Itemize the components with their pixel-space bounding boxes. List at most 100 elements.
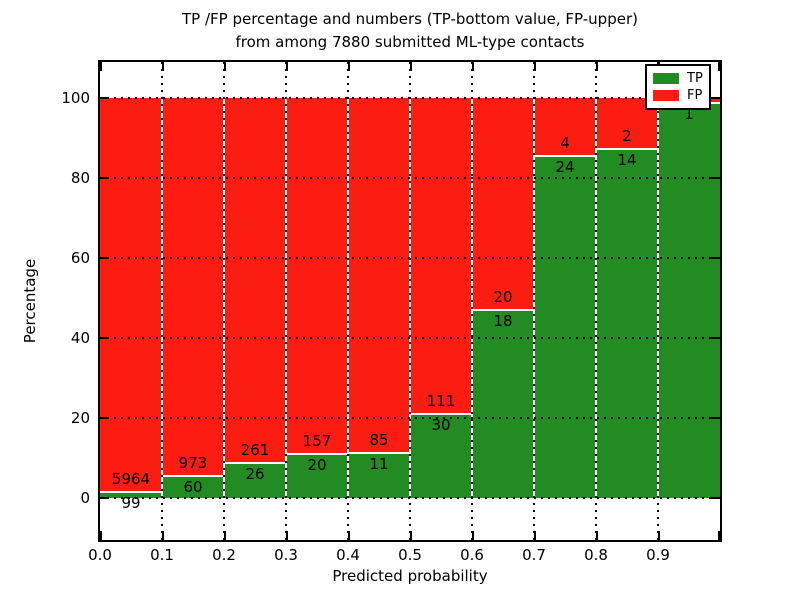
tp-count-label: 24 — [555, 158, 575, 177]
x-tick-label: 0.3 — [274, 546, 298, 564]
x-tick-mark — [100, 531, 102, 540]
tp-count-label: 14 — [617, 151, 637, 169]
gridline-vertical — [657, 62, 659, 540]
y-axis-label: Percentage — [21, 258, 39, 344]
x-tick-label: 0.5 — [398, 546, 422, 564]
x-tick-mark — [224, 531, 226, 540]
bar-segment-tp — [658, 102, 720, 498]
y-tick-label: 80 — [70, 169, 90, 187]
x-tick-mark — [718, 531, 720, 540]
legend-label-fp: FP — [687, 88, 703, 103]
bar-segment-tp — [596, 148, 658, 498]
fp-count-label: 4 — [560, 134, 570, 153]
x-tick-label: 0.6 — [460, 546, 484, 564]
legend-item-fp: FP — [653, 89, 703, 102]
bar-segment-fp — [348, 98, 410, 453]
y-tick-mark — [100, 497, 109, 499]
tp-swatch — [653, 73, 679, 84]
fp-swatch — [653, 90, 679, 101]
gridline-vertical — [347, 62, 349, 540]
x-tick-label: 0.2 — [212, 546, 236, 564]
gridline-vertical — [161, 62, 163, 540]
tp-count-label: 20 — [307, 455, 327, 474]
legend-label-tp: TP — [687, 71, 703, 86]
y-tick-label: 60 — [70, 249, 90, 267]
x-tick-mark — [348, 62, 350, 71]
x-tick-label: 0.4 — [336, 546, 360, 564]
tp-count-label: 30 — [431, 415, 451, 434]
fp-count-label: 111 — [426, 391, 456, 410]
gridline-vertical — [285, 62, 287, 540]
gridline-vertical — [533, 62, 535, 540]
bar-segment-tp — [286, 452, 348, 498]
bar-segment-tp — [162, 474, 224, 498]
x-tick-mark — [286, 531, 288, 540]
x-tick-mark — [534, 531, 536, 540]
fp-count-label: 973 — [178, 453, 208, 472]
x-tick-label: 0.1 — [150, 546, 174, 564]
fp-count-label: 2 — [622, 127, 632, 145]
y-tick-label: 100 — [61, 89, 90, 107]
legend-item-tp: TP — [653, 72, 703, 85]
x-tick-mark — [718, 62, 720, 71]
chart-title: TP /FP percentage and numbers (TP-bottom… — [100, 8, 720, 54]
bar-segment-tp — [410, 412, 472, 498]
x-tick-mark — [286, 62, 288, 71]
tp-count-label: 99 — [121, 494, 141, 513]
legend: TP FP — [645, 64, 711, 110]
y-tick-mark — [711, 177, 720, 179]
x-tick-label: 0.0 — [88, 546, 112, 564]
x-tick-mark — [596, 62, 598, 71]
chart-title-line1: TP /FP percentage and numbers (TP-bottom… — [182, 10, 638, 28]
y-tick-label: 40 — [70, 329, 90, 347]
y-tick-mark — [100, 257, 109, 259]
y-tick-mark — [711, 417, 720, 419]
x-tick-label: 0.8 — [584, 546, 608, 564]
bar-segment-tp — [472, 308, 534, 498]
y-tick-mark — [711, 257, 720, 259]
gridline-horizontal — [100, 97, 720, 99]
x-tick-mark — [410, 62, 412, 71]
bar-segment-tp — [534, 155, 596, 498]
gridline-vertical — [471, 62, 473, 540]
gridline-vertical — [595, 62, 597, 540]
y-tick-label: 20 — [70, 409, 90, 427]
bar-segment-tp — [348, 452, 410, 498]
y-tick-mark — [100, 337, 109, 339]
fp-count-label: 157 — [302, 431, 332, 450]
x-tick-label: 0.7 — [522, 546, 546, 564]
bar-segment-fp — [286, 98, 348, 453]
chart-title-line2: from among 7880 submitted ML-type contac… — [235, 33, 585, 51]
x-tick-mark — [224, 62, 226, 71]
tp-count-label: 1 — [684, 105, 694, 123]
gridline-horizontal — [100, 177, 720, 179]
bar-segment-fp — [100, 98, 162, 492]
plot-area: TP FP 5964 99 973 60 261 26 157 20 85 11 111 30 20 18… — [98, 60, 722, 542]
fp-count-label: 20 — [493, 287, 513, 306]
bar-segment-fp — [224, 98, 286, 462]
bar-segment-fp — [472, 98, 534, 309]
fp-count-label: 261 — [240, 440, 270, 459]
tp-count-label: 18 — [493, 311, 513, 330]
gridline-horizontal — [100, 497, 720, 499]
x-tick-mark — [596, 531, 598, 540]
y-tick-label: 0 — [80, 489, 90, 507]
bar-segment-fp — [410, 98, 472, 413]
x-tick-mark — [348, 531, 350, 540]
fp-count-label: 5964 — [111, 470, 151, 489]
gridline-vertical — [409, 62, 411, 540]
x-tick-mark — [472, 531, 474, 540]
x-tick-mark — [410, 531, 412, 540]
x-tick-mark — [472, 62, 474, 71]
bar-segment-tp — [224, 461, 286, 498]
x-axis-label: Predicted probability — [332, 567, 488, 585]
y-tick-mark — [100, 417, 109, 419]
fp-count-label: 85 — [369, 431, 389, 450]
x-tick-mark — [162, 62, 164, 71]
x-tick-mark — [100, 62, 102, 71]
bar-segment-tp — [100, 491, 162, 498]
bar-segment-fp — [534, 98, 596, 156]
y-tick-mark — [711, 497, 720, 499]
x-tick-mark — [658, 531, 660, 540]
